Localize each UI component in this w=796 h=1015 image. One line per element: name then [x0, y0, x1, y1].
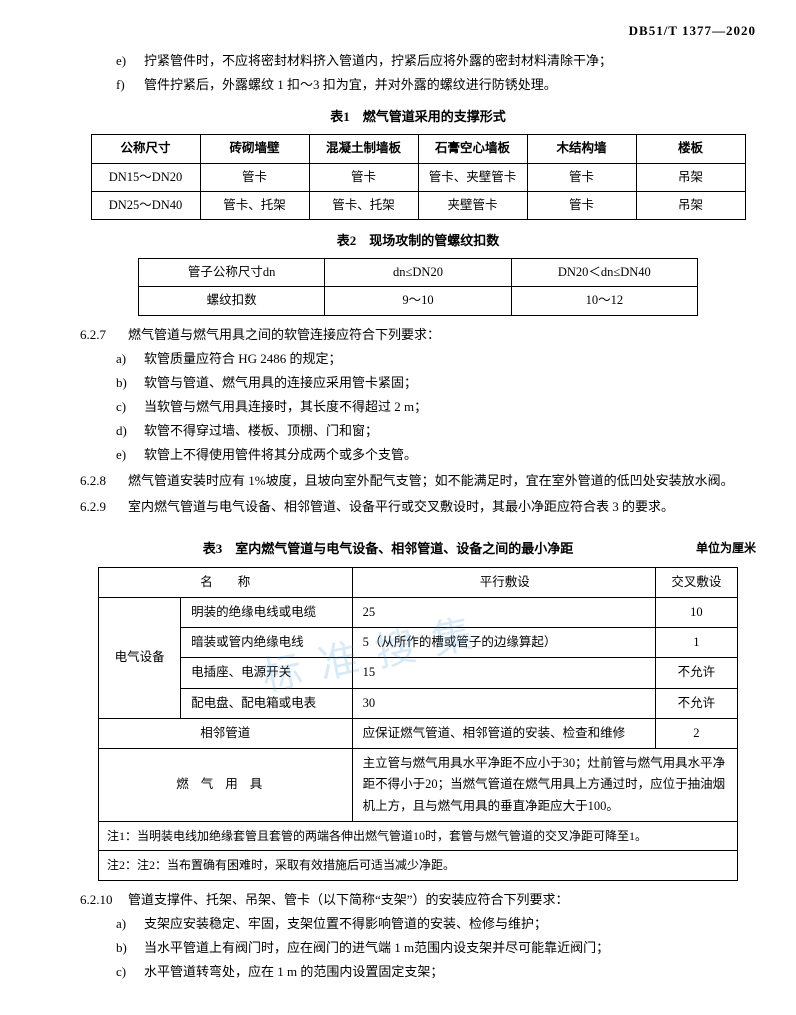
table1-caption: 表1 燃气管道采用的支撑形式 — [80, 106, 756, 128]
clause-6-2-8: 6.2.8 燃气管道安装时应有 1%坡度，且坡向室外配气支管；如不能满足时，宜在… — [80, 470, 756, 492]
list-item: b)软管与管道、燃气用具的连接应采用管卡紧固； — [116, 372, 756, 394]
clause-6-2-9: 6.2.9 室内燃气管道与电气设备、相邻管道、设备平行或交叉敷设时，其最小净距应… — [80, 496, 756, 518]
list-item: e)拧紧管件时，不应将密封材料挤入管道内，拧紧后应将外露的密封材料清除干净； — [116, 50, 756, 72]
list-item: e)软管上不得使用管件将其分成两个或多个支管。 — [116, 444, 756, 466]
list-item: b)当水平管道上有阀门时，应在阀门的进气端 1 m范围内设支架并尽可能靠近阀门； — [116, 937, 756, 959]
clause-6-2-7: 6.2.7 燃气管道与燃气用具之间的软管连接应符合下列要求： — [80, 324, 756, 346]
clause-6-2-10: 6.2.10 管道支撑件、托架、吊架、管卡（以下简称“支架”）的安装应符合下列要… — [80, 889, 756, 911]
table1: 公称尺寸砖砌墙壁混凝土制墙板石膏空心墙板木结构墙楼板DN15～DN20管卡管卡管… — [91, 134, 746, 220]
table3: 名 称 平行敷设 交叉敷设 电气设备明装的绝缘电线或电缆2510暗装或管内绝缘电… — [98, 567, 738, 881]
table2-caption: 表2 现场攻制的管螺纹扣数 — [80, 230, 756, 252]
document-id: DB51/T 1377—2020 — [80, 20, 756, 42]
list-item: d)软管不得穿过墙、楼板、顶棚、门和窗； — [116, 420, 756, 442]
list-item: a)软管质量应符合 HG 2486 的规定； — [116, 348, 756, 370]
table3-caption: 表3 室内燃气管道与电气设备、相邻管道、设备之间的最小净距 单位为厘米 — [80, 538, 756, 560]
table2: 管子公称尺寸dndn≤DN20DN20＜dn≤DN40螺纹扣数9～1010～12 — [138, 258, 698, 316]
list-item: c)水平管道转弯处，应在 1 m 的范围内设置固定支架； — [116, 961, 756, 983]
list-item: a)支架应安装稳定、牢固，支架位置不得影响管道的安装、检修与维护； — [116, 913, 756, 935]
table3-unit: 单位为厘米 — [696, 538, 756, 558]
list-item: c)当软管与燃气用具连接时，其长度不得超过 2 m； — [116, 396, 756, 418]
list-item: f)管件拧紧后，外露螺纹 1 扣～3 扣为宜，并对外露的螺纹进行防锈处理。 — [116, 74, 756, 96]
